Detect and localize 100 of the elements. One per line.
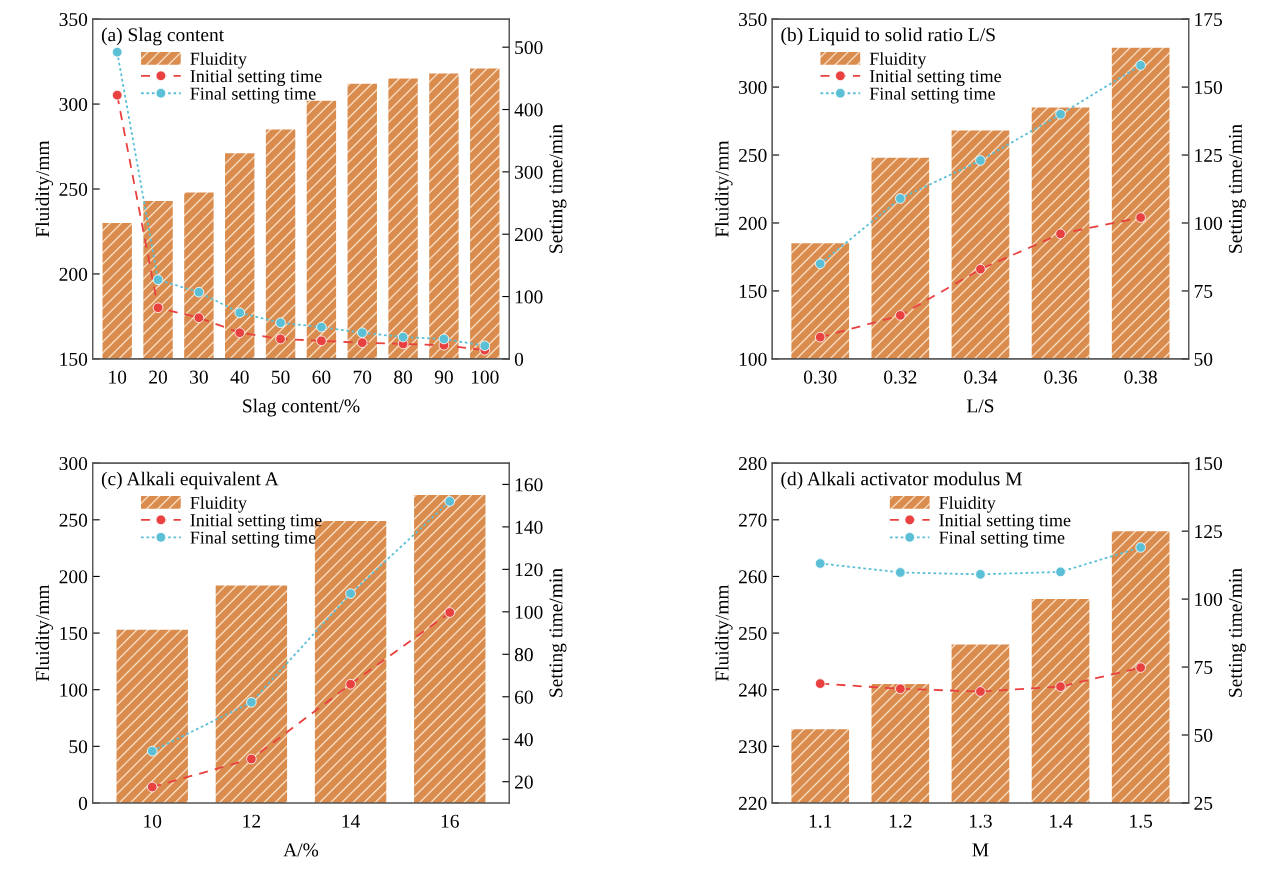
x-tick-label: 1.5 xyxy=(1130,814,1153,828)
y-tick-label: 300 xyxy=(59,456,88,471)
legend-label: Final setting time xyxy=(939,531,1065,548)
y-tick-label: 300 xyxy=(59,97,88,111)
chart-title: (b) Liquid to solid ratio L/S xyxy=(781,27,995,46)
y2-tick-label: 120 xyxy=(515,563,543,577)
x-tick-label: 50 xyxy=(271,370,290,384)
x-tick-label: 70 xyxy=(353,370,372,384)
x-tick-label: 90 xyxy=(434,370,453,384)
legend-label: Initial setting time xyxy=(190,69,322,87)
y-tick-label: 0 xyxy=(78,796,88,810)
x-tick-label: 14 xyxy=(342,814,360,828)
y-tick-label: 250 xyxy=(738,148,767,162)
x-tick-label: 1.3 xyxy=(970,814,992,828)
bar xyxy=(116,629,188,803)
legend-label: Fluidity xyxy=(190,52,247,69)
y-tick-label: 250 xyxy=(59,513,88,527)
bar xyxy=(414,494,486,803)
x-tick-label: 80 xyxy=(394,370,413,384)
y-tick-label: 200 xyxy=(59,267,88,281)
x-tick-label: 10 xyxy=(144,814,162,828)
y-tick-label: 100 xyxy=(60,683,88,697)
y-tick-label: 240 xyxy=(738,683,767,697)
y2-tick-label: 100 xyxy=(515,290,543,304)
x-tick-label: 0.32 xyxy=(884,370,917,384)
y2-tick-label: 40 xyxy=(514,733,533,747)
legend-label: Initial setting time xyxy=(190,513,322,531)
chart-title: (c) Alkali equivalent A xyxy=(101,471,279,490)
y2-tick-label: 75 xyxy=(1194,661,1213,674)
y2-tick-label: 175 xyxy=(1195,13,1222,27)
x-tick-label: 10 xyxy=(109,370,127,384)
legend-label: Initial setting time xyxy=(939,513,1071,531)
y-tick-label: 350 xyxy=(739,12,767,27)
x-axis-title: L/S xyxy=(966,399,994,413)
y2-axis-title: Setting time/min xyxy=(549,568,567,697)
y-tick-label: 280 xyxy=(738,456,767,471)
legend-label: Final setting time xyxy=(190,87,316,104)
y2-tick-label: 80 xyxy=(514,648,533,662)
y2-tick-label: 200 xyxy=(514,228,543,242)
chart-title: (d) Alkali activator modulus M xyxy=(781,471,1022,490)
bar xyxy=(215,585,288,803)
x-tick-label: 20 xyxy=(149,370,168,384)
x-axis-title: Slag content/% xyxy=(243,398,360,417)
y2-tick-label: 50 xyxy=(1194,728,1213,742)
y-tick-label: 230 xyxy=(738,740,767,754)
x-tick-label: 30 xyxy=(190,370,208,384)
y-tick-label: 200 xyxy=(59,570,88,584)
x-tick-label: 60 xyxy=(312,370,331,384)
x-tick-label: 12 xyxy=(243,814,261,828)
y-tick-label: 50 xyxy=(69,740,88,754)
y-tick-label: 200 xyxy=(738,216,767,230)
y-axis-title: Fluidity/mm xyxy=(35,584,54,682)
x-axis-title: A/% xyxy=(283,843,319,857)
y2-tick-label: 100 xyxy=(1195,216,1223,230)
y-axis-title: Fluidity/mm xyxy=(35,140,54,238)
y-tick-label: 350 xyxy=(59,12,88,27)
legend-label: Final setting time xyxy=(869,87,995,104)
y-tick-label: 300 xyxy=(739,80,767,95)
y-tick-label: 270 xyxy=(738,513,767,527)
y2-tick-label: 60 xyxy=(514,690,533,704)
y-tick-label: 150 xyxy=(60,352,88,366)
x-tick-label: 0.38 xyxy=(1124,370,1157,384)
y2-tick-label: 400 xyxy=(514,103,543,117)
y2-tick-label: 300 xyxy=(515,165,543,179)
legend-label: Fluidity xyxy=(869,52,927,69)
y2-tick-label: 100 xyxy=(1195,592,1223,607)
x-tick-label: 0.30 xyxy=(803,370,837,384)
y2-tick-label: 50 xyxy=(1194,352,1213,366)
y2-tick-label: 100 xyxy=(515,605,543,619)
y-axis-title: Fluidity/mm xyxy=(714,140,733,238)
x-tick-label: 1.2 xyxy=(889,814,912,828)
x-tick-label: 1.4 xyxy=(1050,814,1073,828)
x-tick-label: 0.34 xyxy=(964,370,998,384)
y-tick-label: 100 xyxy=(739,352,767,366)
legend-label: Final setting time xyxy=(190,531,316,548)
legend-label: Fluidity xyxy=(190,496,247,513)
y2-tick-label: 125 xyxy=(1195,148,1222,162)
x-tick-label: 100 xyxy=(471,370,499,384)
legend-label: Fluidity xyxy=(939,496,996,513)
x-tick-label: 16 xyxy=(441,814,459,828)
y2-tick-label: 160 xyxy=(515,478,543,492)
y2-tick-label: 125 xyxy=(1195,525,1222,539)
y2-tick-label: 20 xyxy=(514,775,533,789)
y-tick-label: 220 xyxy=(738,796,767,810)
y-tick-label: 150 xyxy=(60,626,88,640)
legend-label: Initial setting time xyxy=(869,69,1001,87)
y2-tick-label: 0 xyxy=(514,352,524,366)
chart-title: (a) Slag content xyxy=(101,27,225,46)
x-tick-label: 1.1 xyxy=(809,814,832,828)
x-tick-label: 40 xyxy=(230,370,249,384)
y-tick-label: 250 xyxy=(738,626,767,640)
y2-axis-title: Setting time/min xyxy=(1228,568,1246,697)
y-axis-title: Fluidity/mm xyxy=(714,584,733,682)
x-tick-label: 0.36 xyxy=(1044,370,1077,384)
y2-tick-label: 140 xyxy=(515,520,543,534)
y2-tick-label: 25 xyxy=(1194,796,1213,810)
y2-tick-label: 500 xyxy=(515,40,543,55)
y2-tick-label: 150 xyxy=(1195,80,1223,95)
y-tick-label: 150 xyxy=(739,284,767,298)
x-axis-title: M xyxy=(972,843,989,857)
